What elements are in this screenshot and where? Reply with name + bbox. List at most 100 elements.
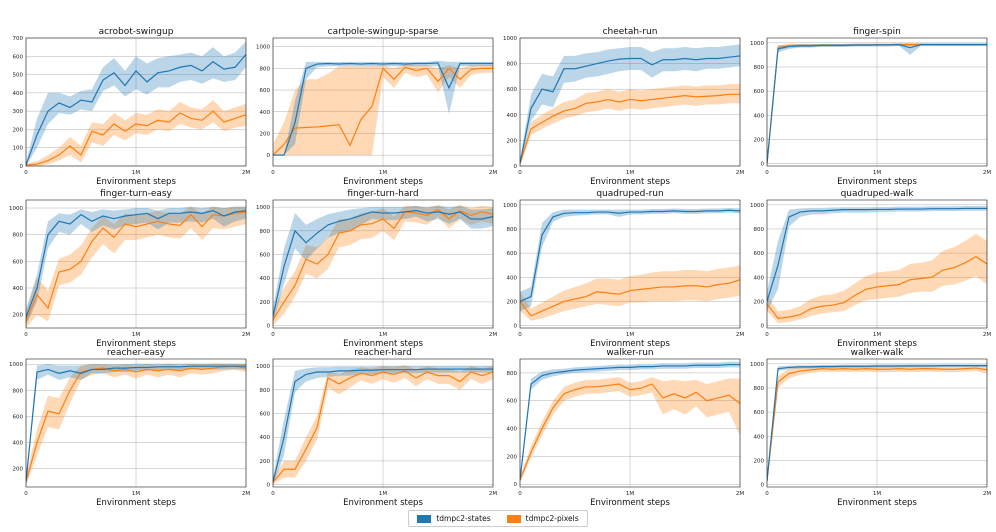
x-tick-label: 2M xyxy=(983,491,991,497)
y-tick-label: 0 xyxy=(761,324,765,330)
y-tick-label: 0 xyxy=(267,483,271,489)
y-tick-label: 600 xyxy=(260,88,271,94)
chart-acrobot-swingup: acrobot-swingup 0 1M 2M 0 100 200 300 400 500 600 7… xyxy=(13,27,251,187)
line-tdmpc2-states xyxy=(273,210,493,317)
line-tdmpc2-pixels xyxy=(26,365,246,482)
y-tick-label: 800 xyxy=(754,227,765,233)
y-tick-label: 200 xyxy=(13,467,24,473)
line-tdmpc2-pixels xyxy=(273,208,493,321)
x-axis-label: Environment steps xyxy=(590,177,670,187)
y-tick-label: 700 xyxy=(13,36,24,42)
y-tick-label: 0 xyxy=(761,483,765,489)
y-tick-label: 400 xyxy=(13,286,24,292)
line-tdmpc2-states xyxy=(767,44,987,164)
x-axis-label: Environment steps xyxy=(96,498,176,508)
legend-swatch-states xyxy=(417,514,432,523)
line-tdmpc2-pixels xyxy=(26,110,246,166)
chart-title: acrobot-swingup xyxy=(99,27,174,37)
y-tick-label: 200 xyxy=(754,299,765,305)
y-tick-label: 200 xyxy=(260,300,271,306)
x-axis-label: Environment steps xyxy=(96,177,176,187)
y-tick-label: 400 xyxy=(754,434,765,440)
line-tdmpc2-pixels xyxy=(767,367,987,482)
chart-walker-run: walker-run 0 1M 2M 0 200 400 600 800 Environment … xyxy=(507,348,745,508)
band-tdmpc2-pixels xyxy=(26,100,246,166)
y-tick-label: 200 xyxy=(754,458,765,464)
x-tick-label: 2M xyxy=(736,170,744,176)
x-tick-label: 1M xyxy=(873,332,881,338)
y-tick-label: 600 xyxy=(507,87,518,93)
y-tick-label: 1000 xyxy=(256,364,270,370)
x-tick-label: 2M xyxy=(983,332,991,338)
band-tdmpc2-pixels xyxy=(520,84,740,166)
chart-title: cartpole-swingup-sparse xyxy=(328,27,439,37)
y-tick-label: 200 xyxy=(507,454,518,460)
chart-quadruped-run: quadruped-run 0 1M 2M 0 200 400 600 800 1000 Envir… xyxy=(503,189,744,349)
y-tick-label: 200 xyxy=(754,137,765,143)
plot-area xyxy=(520,361,740,483)
x-tick-label: 2M xyxy=(489,170,497,176)
line-tdmpc2-pixels xyxy=(767,256,987,319)
y-tick-label: 400 xyxy=(13,441,24,447)
line-tdmpc2-pixels xyxy=(26,211,246,322)
plot-area xyxy=(273,364,493,485)
y-tick-label: 400 xyxy=(754,275,765,281)
plot-frame xyxy=(25,37,247,167)
band-tdmpc2-pixels xyxy=(520,377,740,483)
chart-title: walker-walk xyxy=(851,348,905,358)
plot-frame xyxy=(272,199,494,329)
plot-frame xyxy=(272,37,494,167)
y-tick-label: 400 xyxy=(507,113,518,119)
plot-area xyxy=(767,364,987,484)
y-tick-label: 400 xyxy=(260,276,271,282)
x-axis-label: Environment steps xyxy=(96,339,176,349)
plot-area xyxy=(767,43,987,164)
y-tick-label: 600 xyxy=(507,251,518,257)
legend-label-states: tdmpc2-states xyxy=(436,514,491,523)
x-tick-label: 2M xyxy=(983,170,991,176)
y-tick-label: 800 xyxy=(260,388,271,394)
y-tick-label: 1000 xyxy=(750,41,764,47)
plot-frame xyxy=(25,358,247,488)
y-tick-label: 800 xyxy=(507,371,518,377)
chart-reacher-easy: reacher-easy 0 1M 2M 200 400 600 800 1000 Environ… xyxy=(9,348,250,508)
line-tdmpc2-states xyxy=(520,55,740,164)
y-tick-label: 1000 xyxy=(9,362,23,368)
band-tdmpc2-pixels xyxy=(26,206,246,328)
y-tick-label: 800 xyxy=(754,386,765,392)
plot-frame xyxy=(766,358,988,488)
x-axis-label: Environment steps xyxy=(837,498,917,508)
x-tick-label: 0 xyxy=(518,332,522,338)
line-tdmpc2-states xyxy=(520,209,740,302)
band-tdmpc2-states xyxy=(26,206,246,326)
x-tick-label: 0 xyxy=(24,491,28,497)
y-tick-label: 1000 xyxy=(256,205,270,211)
legend-swatch-pixels xyxy=(506,514,521,523)
line-tdmpc2-states xyxy=(26,54,246,166)
chart-finger-spin: finger-spin 0 1M 2M 0 200 400 600 800 1000 Environ… xyxy=(750,27,991,187)
x-axis-label: Environment steps xyxy=(837,339,917,349)
plot-frame xyxy=(25,199,247,329)
figure: acrobot-swingup 0 1M 2M 0 100 200 300 400 500 600 7… xyxy=(9,27,991,508)
plot-frame xyxy=(272,358,494,488)
line-tdmpc2-pixels xyxy=(273,370,493,483)
x-axis-label: Environment steps xyxy=(590,498,670,508)
y-tick-label: 0 xyxy=(761,162,765,168)
x-tick-label: 0 xyxy=(518,170,522,176)
band-tdmpc2-states xyxy=(273,366,493,485)
y-tick-label: 300 xyxy=(13,109,24,115)
x-tick-label: 0 xyxy=(518,491,522,497)
line-tdmpc2-states xyxy=(767,207,987,302)
chart-title: reacher-easy xyxy=(107,348,166,358)
legend-label-pixels: tdmpc2-pixels xyxy=(525,514,579,523)
plot-area xyxy=(26,206,246,328)
band-tdmpc2-pixels xyxy=(273,64,493,156)
x-tick-label: 0 xyxy=(271,170,275,176)
y-tick-label: 0 xyxy=(267,324,271,330)
y-tick-label: 400 xyxy=(13,91,24,97)
y-tick-label: 500 xyxy=(13,73,24,79)
legend: tdmpc2-states tdmpc2-pixels xyxy=(0,510,996,527)
plot-area xyxy=(273,60,493,156)
x-tick-label: 1M xyxy=(132,170,140,176)
y-tick-label: 800 xyxy=(260,229,271,235)
